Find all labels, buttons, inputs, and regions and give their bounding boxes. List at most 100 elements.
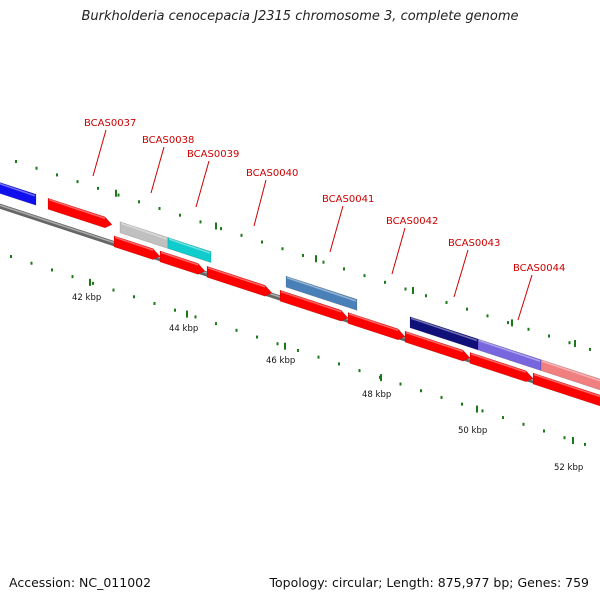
outer-tick <box>35 166 38 170</box>
map-title: Burkholderia cenocepacia J2315 chromosom… <box>81 9 519 24</box>
outer-tick <box>199 220 202 224</box>
gene-label-text: BCAS0038 <box>142 135 194 146</box>
inner-major-tick <box>284 342 286 350</box>
inner-tick <box>194 315 197 319</box>
inner-major-tick <box>89 278 91 286</box>
gene-label-bcas0037: BCAS0037 <box>84 118 136 177</box>
gene-label-bcas0039: BCAS0039 <box>187 149 239 208</box>
outer-major-tick <box>115 189 117 197</box>
gene-label-text: BCAS0043 <box>448 238 500 249</box>
gene-label-leader <box>253 179 267 227</box>
gene-outer-red-highlight <box>48 199 106 220</box>
inner-tick <box>235 328 238 332</box>
gene-label-text: BCAS0042 <box>386 216 438 227</box>
inner-tick <box>338 362 340 366</box>
gene-inner-2-shape[interactable] <box>159 250 206 275</box>
outer-tick <box>363 274 366 278</box>
gene-label-bcas0038: BCAS0038 <box>142 135 194 194</box>
outer-tick <box>507 321 509 325</box>
gene-inner-5[interactable] <box>347 312 406 341</box>
gene-grey-highlight <box>120 222 168 240</box>
inner-tick-track <box>10 255 586 446</box>
gene-inner-3[interactable] <box>206 265 273 297</box>
gene-label-bcas0041: BCAS0041 <box>322 194 374 253</box>
gene-inner-4-shape[interactable] <box>279 289 349 322</box>
inner-tick <box>256 335 258 339</box>
gene-blue-left-shape[interactable] <box>0 179 37 206</box>
gene-inner-2[interactable] <box>159 250 206 275</box>
outer-tick <box>404 287 407 291</box>
gene-cyan[interactable] <box>167 237 212 263</box>
scale-labels: 42 kbp 44 kbp 46 kbp 48 kbp 50 kbp 52 kbp <box>72 293 583 473</box>
inner-tick <box>297 348 299 352</box>
gene-inner-4-highlight <box>280 290 342 313</box>
inner-tick <box>92 281 94 285</box>
gene-pink-highlight <box>541 360 600 382</box>
inner-tick <box>51 268 53 272</box>
gene-outer-red-shape[interactable] <box>47 197 113 229</box>
outer-tick <box>425 294 427 298</box>
inner-tick <box>276 342 279 346</box>
inner-tick <box>399 382 402 386</box>
gene-inner-1[interactable] <box>113 235 161 260</box>
gene-inner-1-shape[interactable] <box>113 235 161 260</box>
outer-major-tick <box>511 319 513 327</box>
inner-tick <box>358 369 361 373</box>
gene-steelblue-shape[interactable] <box>285 275 358 311</box>
outer-tick <box>56 173 58 177</box>
gene-pink-shape[interactable] <box>540 359 600 394</box>
outer-major-tick <box>574 340 576 348</box>
gene-label-bcas0043: BCAS0043 <box>448 238 500 298</box>
gene-label-bcas0040: BCAS0040 <box>246 168 298 227</box>
inner-tick <box>481 409 484 413</box>
inner-tick <box>153 301 156 305</box>
outer-tick <box>76 180 79 184</box>
gene-inner-8[interactable] <box>532 372 600 407</box>
gene-inner-5-shape[interactable] <box>347 312 406 341</box>
gene-inner-6[interactable] <box>404 330 471 362</box>
gene-label-leader <box>150 146 165 194</box>
gene-labels: BCAS0037 BCAS0038 BCAS0039 BCAS0040 BCAS0041… <box>84 118 565 321</box>
scale-label-42kbp: 42 kbp <box>72 293 101 303</box>
outer-tick <box>158 206 161 210</box>
outer-tick <box>261 240 263 244</box>
inner-tick <box>461 402 463 406</box>
inner-tick <box>174 308 176 312</box>
scale-label-46kbp: 46 kbp <box>266 356 295 366</box>
gene-blue-left[interactable] <box>0 179 37 206</box>
gene-pink[interactable] <box>540 359 600 394</box>
gene-inner-4[interactable] <box>279 289 349 322</box>
outer-tick <box>445 300 448 304</box>
gene-inner-6-shape[interactable] <box>404 330 471 362</box>
gene-inner-2-highlight <box>160 251 199 266</box>
outer-tick <box>527 327 530 331</box>
gene-inner-5-highlight <box>348 313 399 332</box>
gene-steelblue[interactable] <box>285 275 358 311</box>
inner-tick <box>10 255 12 258</box>
gene-label-leader <box>329 205 344 253</box>
gene-cyan-shape[interactable] <box>167 237 212 263</box>
scale-label-48kbp: 48 kbp <box>362 390 391 400</box>
outer-tick <box>384 280 386 284</box>
scale-label-52kbp: 52 kbp <box>554 463 583 473</box>
outer-tick <box>220 227 222 231</box>
inner-tick <box>112 288 115 292</box>
gene-outer-red[interactable] <box>47 197 113 229</box>
gene-label-text: BCAS0041 <box>322 194 374 205</box>
gene-inner-7[interactable] <box>469 351 534 383</box>
gene-inner-8-shape[interactable] <box>532 372 600 407</box>
gene-inner-7-shape[interactable] <box>469 351 534 383</box>
inner-major-tick <box>380 374 382 382</box>
outer-tick <box>117 193 120 197</box>
gene-label-text: BCAS0039 <box>187 149 239 160</box>
inner-tick <box>133 295 135 299</box>
inner-tick <box>563 436 566 440</box>
gene-navy-highlight <box>410 317 478 342</box>
outer-tick <box>589 347 591 351</box>
gene-label-text: BCAS0040 <box>246 168 298 179</box>
inner-tick <box>30 261 33 265</box>
inner-tick <box>317 355 320 359</box>
gene-inner-3-shape[interactable] <box>206 265 273 297</box>
outer-tick-track <box>15 160 591 351</box>
